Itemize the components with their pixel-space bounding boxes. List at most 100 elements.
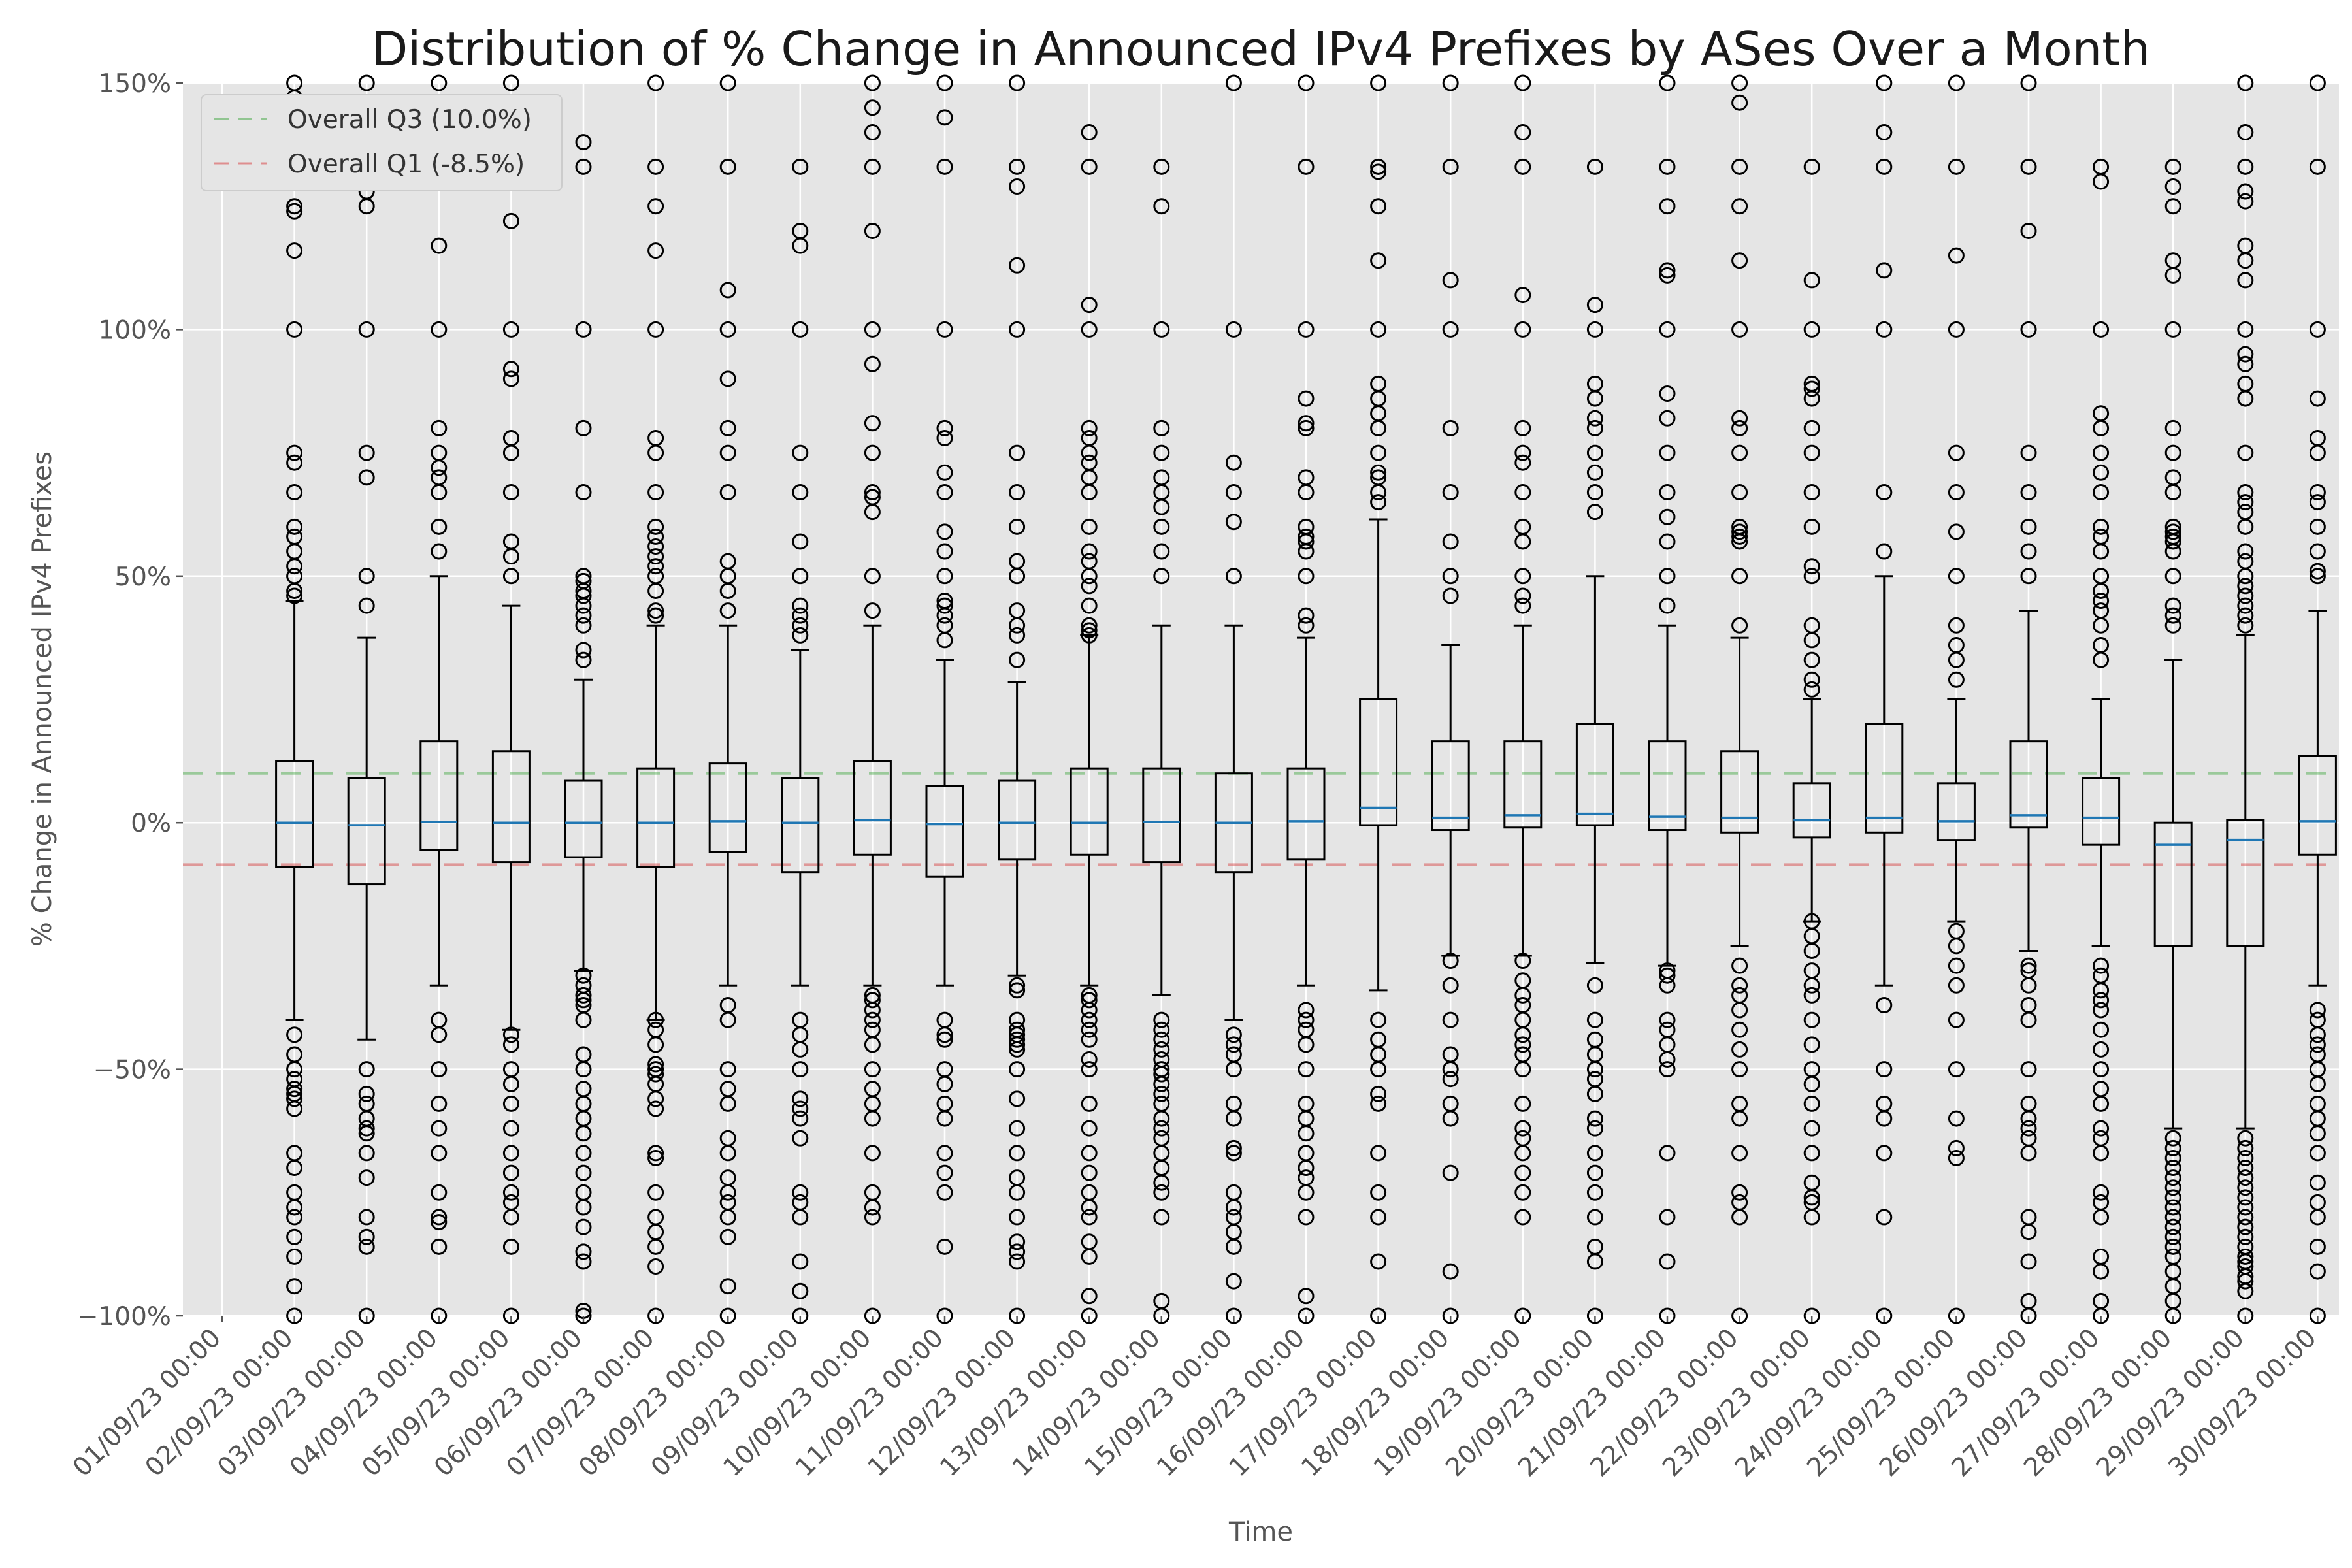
outlier-point xyxy=(2309,518,2326,535)
outlier-point xyxy=(286,1228,303,1245)
reference-lines xyxy=(183,772,2339,866)
outlier-point xyxy=(1514,1164,1531,1181)
outlier-point xyxy=(431,543,448,560)
outlier-point xyxy=(2093,464,2110,481)
outlier-point xyxy=(2020,444,2037,461)
outlier-point xyxy=(2020,543,2037,560)
outlier-point xyxy=(2093,1292,2110,1309)
outlier-point xyxy=(2164,198,2181,215)
iqr-box xyxy=(1720,750,1759,834)
outlier-point xyxy=(2093,321,2110,338)
outlier-point xyxy=(1298,1145,1315,1162)
outlier-point xyxy=(2237,1258,2254,1275)
outlier-point xyxy=(2237,193,2254,210)
outlier-point xyxy=(1298,415,1315,432)
outlier-point xyxy=(1081,1233,1098,1250)
outlier-point xyxy=(2237,1199,2254,1216)
outlier-point xyxy=(647,602,664,619)
outlier-point xyxy=(502,568,519,585)
outlier-point xyxy=(1948,1307,1965,1324)
outlier-point xyxy=(1803,375,1820,392)
outlier-point xyxy=(2093,1130,2110,1147)
outlier-point xyxy=(286,242,303,259)
outlier-point xyxy=(1298,74,1315,91)
outlier-point xyxy=(286,518,303,535)
outlier-point xyxy=(1009,627,1026,644)
outlier-point xyxy=(431,1238,448,1255)
outlier-point xyxy=(1876,1095,1893,1112)
outlier-point xyxy=(647,568,664,585)
outlier-point xyxy=(936,1061,953,1078)
iqr-box xyxy=(998,779,1037,861)
outlier-point xyxy=(1659,1061,1676,1078)
outlier-point xyxy=(647,1184,664,1201)
box-6 xyxy=(564,134,603,1324)
outlier-point xyxy=(2309,321,2326,338)
outlier-point xyxy=(1370,158,1387,175)
outlier-point xyxy=(2164,607,2181,624)
outlier-point xyxy=(2164,158,2181,175)
outlier-point xyxy=(2164,523,2181,540)
outlier-point xyxy=(2237,321,2254,338)
outlier-point xyxy=(1370,1307,1387,1324)
outlier-point xyxy=(1659,967,1676,984)
outlier-point xyxy=(1514,444,1531,461)
outlier-point xyxy=(431,1145,448,1162)
outlier-point xyxy=(575,134,592,151)
box-17 xyxy=(1359,74,1398,1324)
outlier-point xyxy=(1081,321,1098,338)
outlier-point xyxy=(1586,1209,1603,1226)
outlier-point xyxy=(286,1307,303,1324)
outlier-point xyxy=(2164,1218,2181,1235)
outlier-point xyxy=(1442,1046,1459,1063)
outlier-point xyxy=(1153,1184,1170,1201)
outlier-point xyxy=(936,1095,953,1112)
outlier-point xyxy=(1948,74,1965,91)
outlier-point xyxy=(1586,158,1603,175)
outlier-point xyxy=(1298,1209,1315,1226)
outlier-point xyxy=(1803,321,1820,338)
outlier-point xyxy=(864,74,881,91)
outlier-point xyxy=(1442,977,1459,994)
outlier-point xyxy=(1009,74,1026,91)
outlier-point xyxy=(2164,597,2181,614)
outlier-point xyxy=(502,212,519,229)
iqr-box xyxy=(2298,755,2337,856)
outlier-point xyxy=(647,548,664,565)
outlier-point xyxy=(502,361,519,378)
iqr-box xyxy=(347,777,386,886)
outlier-point xyxy=(1731,1095,1748,1112)
outlier-point xyxy=(2237,607,2254,624)
outlier-point xyxy=(575,967,592,984)
outlier-point xyxy=(2237,1218,2254,1235)
outlier-point xyxy=(2093,967,2110,984)
outlier-point xyxy=(1586,297,1603,314)
outlier-point xyxy=(1153,1011,1170,1028)
outlier-point xyxy=(1948,1149,1965,1166)
outlier-point xyxy=(792,1090,809,1107)
outlier-point xyxy=(1442,1095,1459,1112)
outlier-point xyxy=(1803,617,1820,634)
outlier-point xyxy=(2093,1248,2110,1265)
y-axis-label: % Change in Announced IPv4 Prefixes xyxy=(27,451,57,947)
outlier-point xyxy=(1225,514,1242,531)
box-29 xyxy=(2226,74,2265,1324)
outlier-point xyxy=(2093,1021,2110,1038)
outlier-point xyxy=(2309,1095,2326,1112)
outlier-point xyxy=(1081,158,1098,175)
outlier-point xyxy=(575,1307,592,1324)
outlier-point xyxy=(1659,533,1676,550)
box-19 xyxy=(1503,74,1543,1324)
outlier-point xyxy=(2020,1292,2037,1309)
outlier-point xyxy=(2237,494,2254,511)
iqr-box xyxy=(636,767,676,868)
outlier-point xyxy=(1370,1209,1387,1226)
outlier-point xyxy=(1731,1307,1748,1324)
outlier-point xyxy=(1659,1145,1676,1162)
outlier-point xyxy=(1442,1164,1459,1181)
outlier-point xyxy=(1659,1011,1676,1028)
outlier-point xyxy=(1659,597,1676,614)
outlier-point xyxy=(502,1238,519,1255)
outlier-point xyxy=(1731,252,1748,269)
box-13 xyxy=(1070,123,1109,1324)
